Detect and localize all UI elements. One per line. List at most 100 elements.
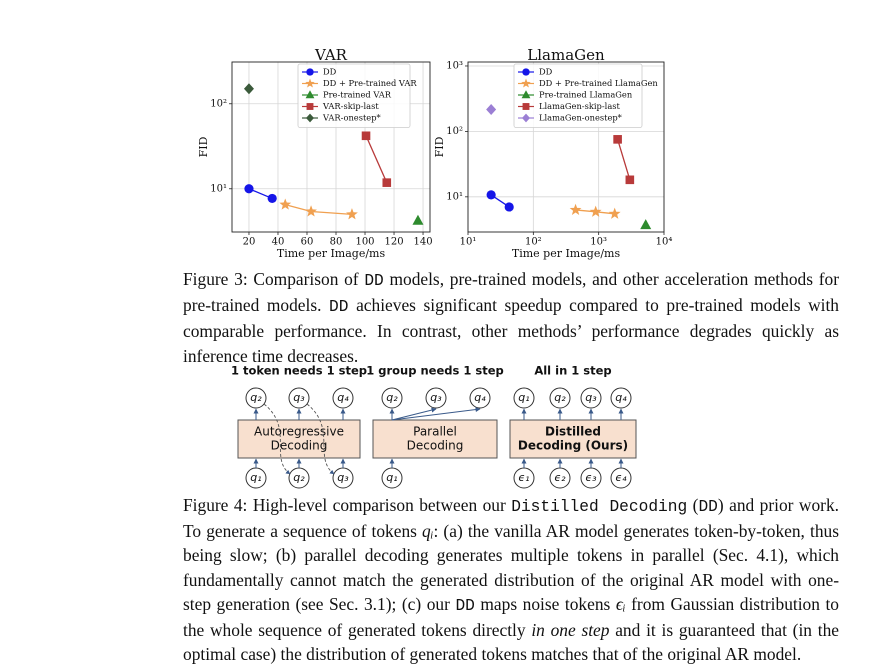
data-point xyxy=(486,190,496,200)
legend-label: LlamaGen-onestep* xyxy=(539,113,623,123)
panel-header: All in 1 step xyxy=(534,364,611,378)
data-point xyxy=(243,83,254,95)
x-tick-label: 20 xyxy=(243,237,256,248)
token-node xyxy=(610,387,632,409)
caption-code: DD xyxy=(364,272,384,290)
token-label: q₄ xyxy=(615,391,627,404)
legend-label: LlamaGen-skip-last xyxy=(539,101,621,111)
caption-code: DD xyxy=(455,596,475,615)
chart-title: VAR xyxy=(314,46,348,64)
y-tick-label: 10¹ xyxy=(446,191,463,202)
legend-label: Pre-trained VAR xyxy=(323,90,392,100)
panel-header: 1 token needs 1 step xyxy=(231,364,367,378)
decoder-box xyxy=(372,419,498,459)
y-axis-label: FID xyxy=(197,136,210,157)
caption-emphasis: in one step xyxy=(531,620,610,641)
data-point xyxy=(244,184,254,194)
data-point xyxy=(361,131,371,141)
x-tick-label: 80 xyxy=(330,237,343,248)
x-tick-label: 60 xyxy=(301,237,314,248)
data-point xyxy=(305,205,317,217)
token-label: q₁ xyxy=(250,471,261,484)
x-tick-label: 10¹ xyxy=(460,237,477,248)
series-line xyxy=(365,135,388,183)
caption-text: Figure 3: Comparison of xyxy=(183,269,365,289)
x-tick-label: 40 xyxy=(272,237,285,248)
token-node xyxy=(513,387,535,409)
legend-marker xyxy=(521,90,531,99)
token-node xyxy=(381,387,403,409)
arrow xyxy=(391,407,437,421)
decoder-label: Parallel xyxy=(413,425,457,439)
y-tick-label: 10¹ xyxy=(210,183,227,194)
data-point xyxy=(569,203,582,215)
caption-code: DD xyxy=(329,298,349,317)
token-label: q₂ xyxy=(554,391,566,404)
token-label: q₁ xyxy=(518,391,529,404)
data-point xyxy=(279,198,292,210)
x-tick-label: 140 xyxy=(413,237,432,248)
x-tick-label: 120 xyxy=(384,237,403,248)
caption-text: ) and prior work. To generate a sequence… xyxy=(183,495,840,542)
y-tick-label: 10² xyxy=(210,98,227,109)
data-point xyxy=(589,205,602,217)
series-line xyxy=(616,139,631,180)
caption-text: achieves significant speedup compared to… xyxy=(183,295,839,366)
legend-marker xyxy=(522,68,530,76)
legend-label: DD + Pre-trained LlamaGen xyxy=(539,78,658,88)
data-point xyxy=(608,207,621,219)
x-tick-label: 10² xyxy=(525,237,542,248)
caption-code: DD xyxy=(698,498,718,516)
token-label: q₂ xyxy=(386,391,398,404)
caption-text: and it is guaranteed that (in the optima… xyxy=(183,620,839,664)
token-label: q₂ xyxy=(293,471,305,484)
decoder-label: Decoding xyxy=(271,439,328,453)
y-tick-label: 10³ xyxy=(446,60,463,71)
legend-label: VAR-onestep* xyxy=(322,113,382,123)
chart: VAR 20 40 60 80 100 120 140 10¹ 10² Time per Image… xyxy=(197,46,433,260)
data-point xyxy=(382,178,392,187)
token-label: q₁ xyxy=(386,471,397,484)
legend-label: VAR-skip-last xyxy=(322,101,379,111)
legend-marker xyxy=(306,68,314,76)
caption-math: qᵢ xyxy=(422,521,434,542)
token-node xyxy=(288,387,310,409)
decoder-label: Distilled xyxy=(545,425,601,439)
feedback-arrow xyxy=(306,403,335,475)
x-tick-label: 100 xyxy=(355,237,374,248)
x-tick-label: 10⁴ xyxy=(656,237,673,248)
legend-label: DD + Pre-trained VAR xyxy=(323,78,417,88)
decoder-label: Autoregressive xyxy=(254,425,344,439)
caption-text: ( xyxy=(687,495,699,515)
decoder-box xyxy=(237,419,361,459)
legend-marker xyxy=(306,113,314,123)
token-node xyxy=(332,387,354,409)
series-line xyxy=(285,204,353,216)
caption-text: models, pre-trained models, and other ac… xyxy=(183,269,839,316)
token-label: q₂ xyxy=(250,391,262,404)
x-tick-label: 10³ xyxy=(590,237,607,248)
y-tick-label: 10² xyxy=(446,126,463,137)
arrow xyxy=(391,407,481,421)
x-axis-label: Time per Image/ms xyxy=(512,247,621,260)
legend-label: DD xyxy=(539,67,553,77)
caption-code: Distilled Decoding xyxy=(511,498,688,516)
data-point xyxy=(613,135,622,144)
data-point xyxy=(486,104,497,116)
token-label: q₃ xyxy=(293,391,305,404)
decoder-label: Decoding xyxy=(407,439,464,453)
token-node xyxy=(549,387,571,409)
legend-marker xyxy=(305,90,315,99)
legend-label: DD xyxy=(323,67,337,77)
token-label: q₃ xyxy=(585,391,597,404)
figure-4-diagram: 1 token needs 1 stepAutoregressiveDecodi… xyxy=(231,364,637,489)
plot-frame xyxy=(231,61,431,233)
decoder-box xyxy=(509,419,637,459)
legend-box xyxy=(513,63,643,128)
caption-text: maps noise tokens xyxy=(474,593,616,614)
token-node xyxy=(245,387,267,409)
figure-4-caption: Figure 4: High-level comparison between … xyxy=(183,493,839,664)
caption-math: ϵᵢ xyxy=(615,593,626,614)
legend-marker xyxy=(306,103,314,110)
